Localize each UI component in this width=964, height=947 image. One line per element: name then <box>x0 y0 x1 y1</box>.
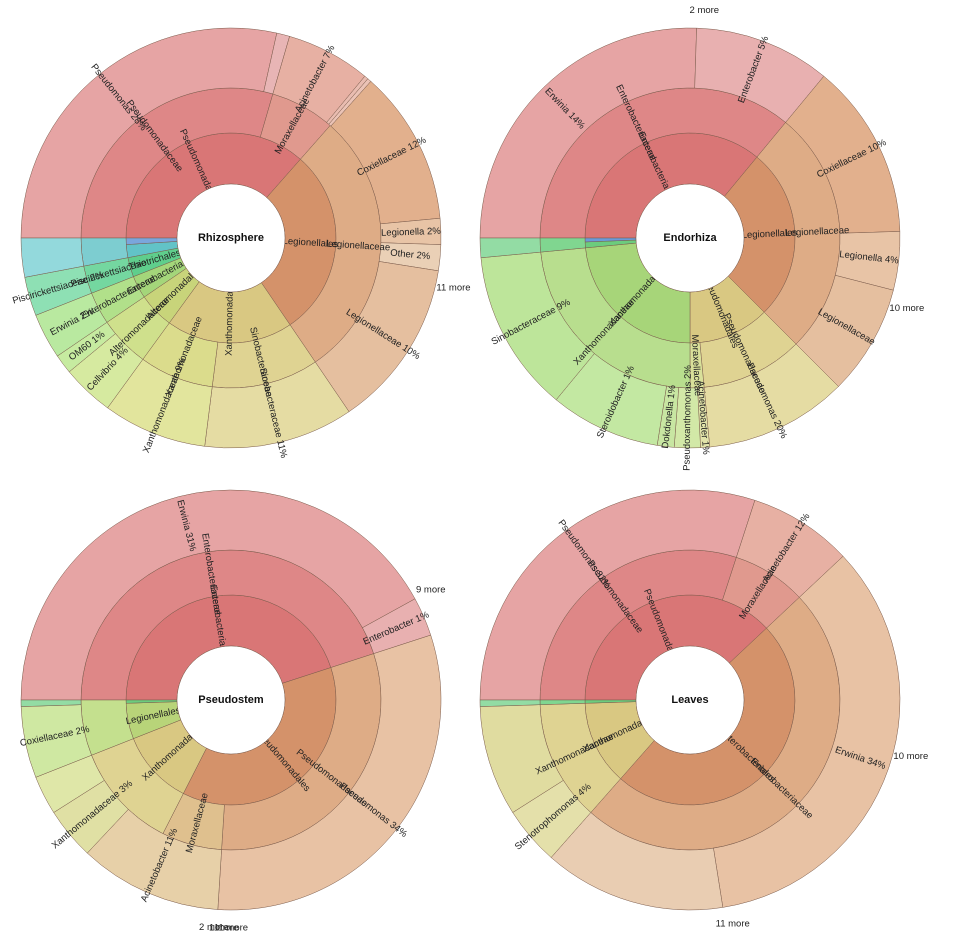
wedge-ring3-unlabeled-32[interactable] <box>20 237 84 278</box>
center-hole <box>635 183 745 293</box>
center-label-leaves: Leaves <box>671 694 708 706</box>
center-hole <box>176 645 286 755</box>
center-label-pseudostem: Pseudostem <box>198 694 264 706</box>
center-label-endorhiza: Endorhiza <box>663 232 717 244</box>
chart-pseudostem: EnterobacterialesPseudomonadalesXanthomo… <box>19 489 446 934</box>
more-annotation: 1 more <box>209 922 239 933</box>
more-annotation: 11 more <box>436 282 470 293</box>
wedge-label-legionella-2: Legionella 2% <box>381 226 442 239</box>
chart-leaves: PseudomonadalesEnterobacterialesXanthomo… <box>479 489 928 929</box>
more-annotation: 2 more <box>199 922 229 933</box>
wedge-ring3-pseudomonas-34-12[interactable] <box>217 634 442 911</box>
more-annotation: 2 more <box>690 5 720 16</box>
center-hole <box>635 645 745 755</box>
center-hole <box>176 183 286 293</box>
wedge-label-other-2: Other 2% <box>390 248 432 263</box>
wedge-ring3-erwinia-14-12[interactable] <box>479 27 697 239</box>
wedge-label-legionellales: Legionellales <box>282 236 338 250</box>
wedge-label-moraxellaceae: Moraxellaceae <box>689 334 703 396</box>
wedge-ring3-erwinia-31-10[interactable] <box>20 489 416 701</box>
center-label-rhizosphere: Rhizosphere <box>198 232 264 244</box>
wedge-label-pseudoxanthomonas-2: Pseudoxanthomonas 2% <box>682 365 694 471</box>
more-annotation: 10 more <box>893 751 928 762</box>
wedge-label-xanthomonadales: Xanthomonadales <box>224 279 236 356</box>
chart-rhizosphere: PseudomonadalesLegionellalesXanthomonada… <box>11 27 471 460</box>
wedge-ring3-pseudomonas-32-9[interactable] <box>479 489 756 701</box>
wedge-label-acinetobacter-1: Acinetobacter 1% <box>695 380 711 456</box>
wedge-ring3-unlabeled-15[interactable] <box>479 699 541 707</box>
more-annotation: 11 more <box>716 918 750 929</box>
wedge-label-legionellaceae: Legionellaceae <box>326 239 390 254</box>
more-annotation: 11 more <box>214 923 248 934</box>
wedge-ring3-unlabeled-23[interactable] <box>479 237 541 259</box>
wedge-ring3-erwinia-34-11[interactable] <box>713 555 901 908</box>
more-annotation: 9 more <box>416 585 446 596</box>
wedge-ring3-unlabeled-17[interactable] <box>20 699 82 707</box>
wedge-ring3-pseudomonas-28-17[interactable] <box>20 27 278 239</box>
wedge-label-legionellales: Legionellales <box>741 227 797 241</box>
chart-endorhiza: EnterobacterialesLegionellalesPseudomona… <box>479 5 924 471</box>
wedge-label-legionellaceae: Legionellaceae <box>785 225 849 239</box>
more-annotation: 10 more <box>889 303 924 314</box>
